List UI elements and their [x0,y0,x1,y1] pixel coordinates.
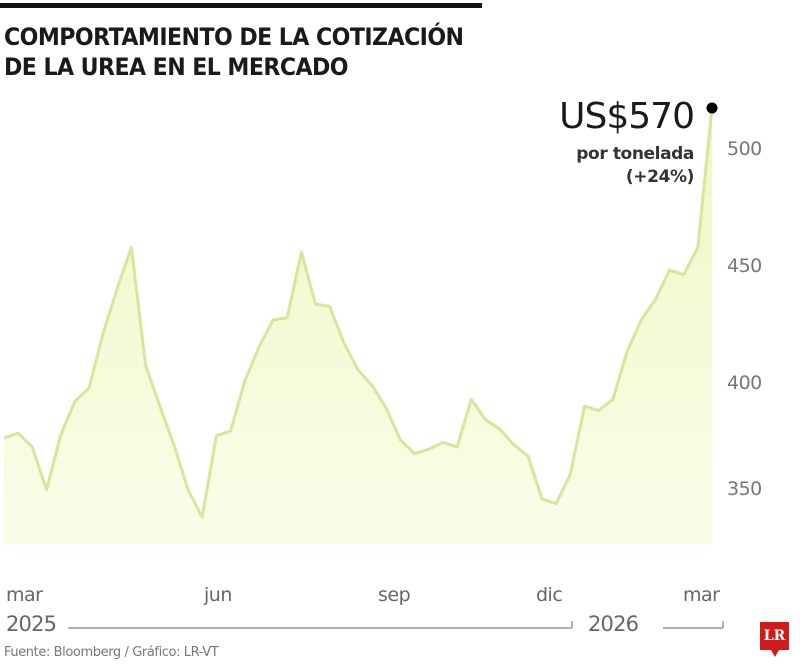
x-tick-sep: sep [378,584,411,606]
callout-details: por tonelada (+24%) [576,143,694,189]
callout-change: (+24%) [625,167,694,187]
year-label-2026: 2026 [588,612,639,636]
callout-price: US$570 [559,96,695,137]
y-tick-350: 350 [727,478,762,500]
chart-title: COMPORTAMIENTO DE LA COTIZACIÓN DE LA UR… [4,22,464,82]
title-line-1: COMPORTAMIENTO DE LA COTIZACIÓN [4,23,464,51]
x-tick-jun: jun [204,584,232,606]
x-tick-mar-2026: mar [683,584,720,606]
y-tick-400: 400 [727,372,762,394]
y-tick-450: 450 [727,255,762,277]
y-tick-500: 500 [727,138,762,160]
price-area-fill [4,108,712,545]
x-tick-dic: dic [536,584,563,606]
year-label-2025: 2025 [6,612,57,636]
latest-price-dot [706,102,718,114]
title-rule [0,3,482,8]
price-line [3,107,714,519]
x-tick-mar-2025: mar [6,584,43,606]
lr-logo: LR [760,622,789,657]
source-credit: Fuente: Bloomberg / Gráfico: LR-VT [4,645,219,660]
callout-unit: por tonelada [576,144,694,164]
title-line-2: DE LA UREA EN EL MERCADO [4,53,349,81]
